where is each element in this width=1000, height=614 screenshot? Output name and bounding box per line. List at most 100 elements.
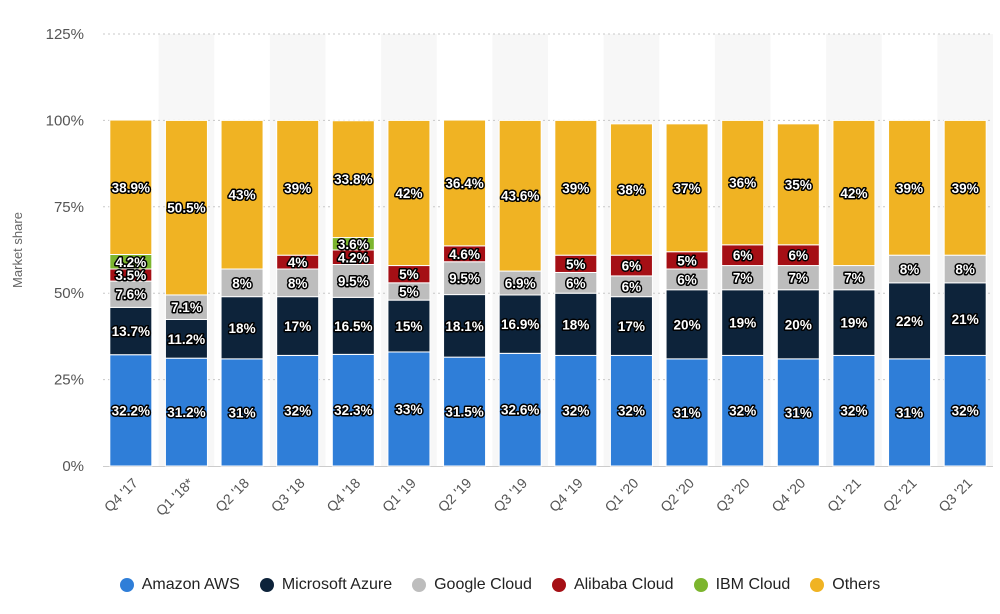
data-label: 31.5% — [445, 405, 483, 420]
x-tick-label: Q2 '19 — [435, 475, 475, 515]
data-label: 22% — [896, 314, 923, 329]
y-axis-label: Market share — [10, 212, 25, 288]
data-labels: 32.2%13.7%7.6%3.5%4.2%38.9%31.2%11.2%7.1… — [110, 171, 980, 422]
y-tick-label: 100% — [46, 112, 84, 129]
data-label: 3.6% — [338, 237, 369, 252]
data-label: 4.2% — [338, 250, 369, 265]
data-label: 38.9% — [112, 180, 150, 195]
legend-item-google-cloud[interactable]: Google Cloud — [412, 576, 532, 594]
data-label: 37% — [674, 181, 701, 196]
legend-item-alibaba-cloud[interactable]: Alibaba Cloud — [551, 576, 674, 594]
bar-microsoft-azure — [721, 289, 765, 356]
data-label: 39% — [952, 181, 979, 196]
data-label: 39% — [562, 181, 589, 196]
bar-google-cloud — [888, 254, 932, 284]
x-tick-label: Q3 '20 — [713, 475, 753, 515]
bar-microsoft-azure — [776, 289, 820, 360]
data-label: 21% — [952, 312, 979, 327]
bar-others — [888, 119, 932, 256]
data-label: 31% — [229, 405, 256, 420]
bar-google-cloud — [721, 265, 765, 291]
data-label: 17% — [618, 319, 645, 334]
data-label: 36% — [729, 176, 756, 191]
bar-others — [109, 119, 153, 255]
data-label: 7% — [733, 271, 753, 286]
data-label: 3.5% — [115, 268, 146, 283]
legend-item-ibm-cloud[interactable]: IBM Cloud — [693, 576, 790, 594]
x-tick-label: Q1 '18* — [153, 474, 197, 518]
x-tick-label: Q2 '18 — [212, 475, 252, 515]
data-label: 32% — [840, 404, 867, 419]
x-tick-label: Q3 '21 — [935, 475, 975, 515]
bar-others — [387, 119, 431, 267]
data-label: 50.5% — [167, 201, 205, 216]
x-tick-label: Q1 '19 — [379, 475, 419, 515]
bar-google-cloud — [164, 294, 208, 320]
bar-others — [721, 119, 765, 246]
data-label: 11.2% — [168, 332, 206, 347]
data-label: 32% — [729, 404, 756, 419]
bar-others — [164, 119, 208, 296]
x-axis-ticks: Q4 '17 Q1 '18* Q2 '18 Q3 '18 Q4 '18 Q1 '19 Q2 … — [101, 474, 976, 518]
data-label: 6% — [622, 259, 642, 274]
x-tick-label: Q2 '20 — [657, 475, 697, 515]
bar-segments — [109, 119, 987, 467]
bar-microsoft-azure — [943, 282, 987, 356]
bar-google-cloud — [220, 268, 264, 298]
data-label: 4% — [288, 255, 308, 270]
data-label: 43% — [229, 188, 256, 203]
bar-amazon-aws — [721, 354, 765, 467]
data-label: 6% — [789, 248, 809, 263]
y-tick-label: 0% — [62, 458, 84, 475]
bar-amazon-aws — [776, 358, 820, 467]
bar-others — [276, 119, 320, 256]
data-label: 39% — [284, 181, 311, 196]
legend-item-others[interactable]: Others — [810, 576, 880, 594]
data-label: 7% — [844, 271, 864, 286]
bar-microsoft-azure — [554, 292, 598, 356]
data-label: 17% — [284, 319, 311, 334]
bar-google-cloud — [276, 268, 320, 298]
data-label: 31% — [674, 405, 701, 420]
bar-amazon-aws — [276, 354, 320, 467]
bar-microsoft-azure — [164, 318, 208, 359]
legend-swatch — [412, 578, 427, 592]
legend-swatch — [259, 578, 274, 592]
bar-google-cloud — [832, 265, 876, 291]
data-label: 39% — [896, 181, 923, 196]
bar-amazon-aws — [109, 354, 153, 467]
y-tick-label: 125% — [46, 26, 84, 43]
data-label: 35% — [785, 177, 812, 192]
data-label: 8% — [232, 276, 252, 291]
bar-amazon-aws — [164, 357, 208, 467]
data-label: 13.7% — [112, 324, 150, 339]
data-label: 6% — [566, 276, 586, 291]
bar-others — [331, 120, 375, 239]
legend-label: Amazon AWS — [141, 576, 240, 593]
legend-label: Google Cloud — [434, 576, 532, 593]
data-label: 42% — [395, 186, 422, 201]
data-label: 6% — [622, 279, 642, 294]
legend-swatch — [551, 578, 566, 592]
bar-microsoft-azure — [665, 289, 709, 360]
bar-others — [943, 119, 987, 256]
bar-amazon-aws — [387, 351, 431, 467]
data-label: 31% — [896, 405, 923, 420]
data-label: 43.6% — [501, 189, 539, 204]
bar-microsoft-azure — [331, 296, 375, 355]
bar-amazon-aws — [888, 358, 932, 467]
bar-others — [609, 123, 653, 256]
data-label: 42% — [840, 186, 867, 201]
legend-item-microsoft-azure[interactable]: Microsoft Azure — [259, 576, 392, 594]
data-label: 8% — [955, 262, 975, 277]
data-label: 32% — [562, 404, 589, 419]
legend-item-amazon-aws[interactable]: Amazon AWS — [119, 576, 240, 594]
bar-amazon-aws — [943, 354, 987, 467]
data-label: 6% — [733, 248, 753, 263]
bar-others — [554, 119, 598, 256]
data-label: 7% — [789, 271, 809, 286]
data-label: 32.3% — [334, 403, 372, 418]
bar-amazon-aws — [554, 354, 598, 467]
data-label: 5% — [677, 253, 697, 268]
bar-google-cloud — [331, 264, 375, 298]
